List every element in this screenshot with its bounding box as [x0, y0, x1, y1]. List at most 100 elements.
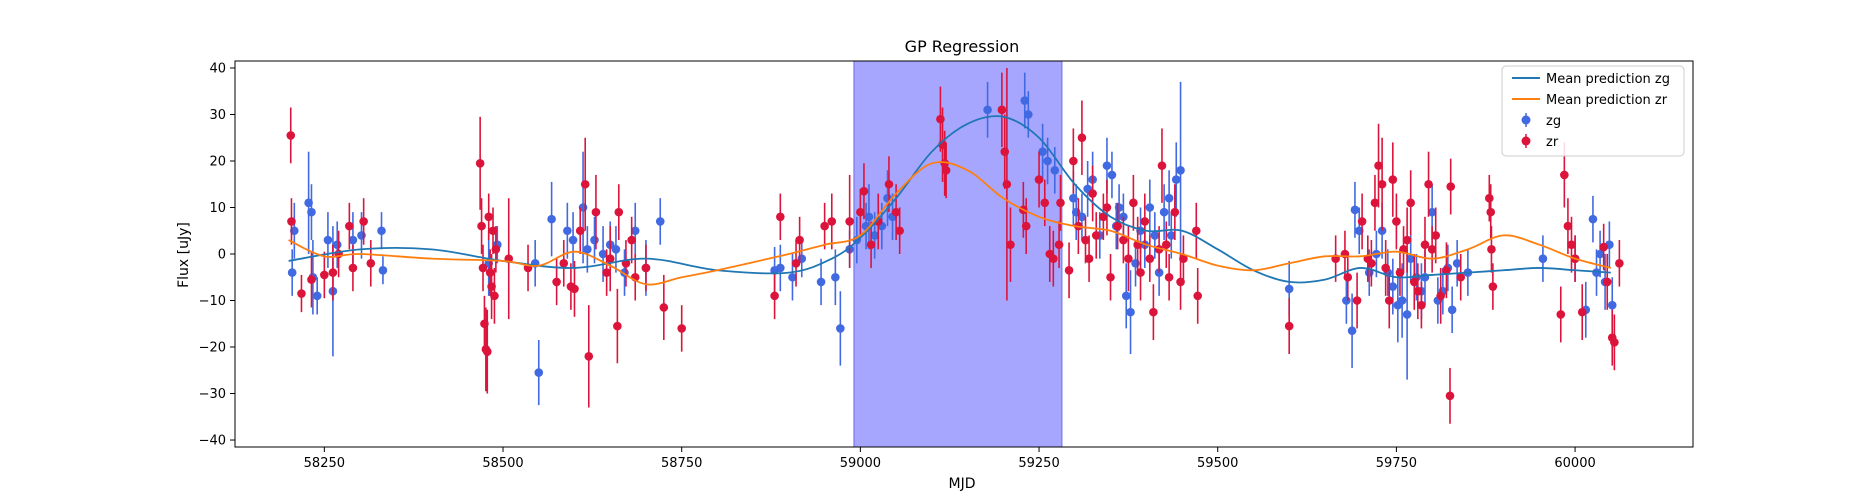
- data-marker: [1485, 193, 1494, 203]
- data-point: [1431, 207, 1441, 264]
- data-point: [1357, 193, 1367, 250]
- data-point: [659, 274, 669, 341]
- data-point: [490, 267, 499, 324]
- data-point: [836, 291, 845, 366]
- data-point: [1424, 151, 1433, 217]
- data-marker: [1374, 161, 1383, 170]
- data-point: [323, 212, 333, 268]
- data-point: [1064, 242, 1074, 299]
- data-point: [1084, 235, 1094, 282]
- data-point: [1020, 72, 1030, 129]
- data-marker: [1342, 296, 1351, 305]
- data-point: [776, 244, 785, 292]
- data-point: [1077, 100, 1087, 175]
- data-point: [1395, 249, 1405, 296]
- data-point: [1157, 128, 1167, 203]
- data-point: [1615, 240, 1624, 287]
- data-point: [1024, 91, 1033, 138]
- data-point: [655, 198, 665, 245]
- data-point: [491, 226, 501, 273]
- data-point: [827, 193, 837, 250]
- y-tick-label: −10: [199, 294, 226, 309]
- data-marker: [1024, 110, 1033, 119]
- data-marker: [1049, 254, 1058, 263]
- data-point: [1487, 226, 1496, 273]
- data-point: [1149, 284, 1158, 341]
- data-marker: [770, 291, 779, 301]
- data-marker: [1388, 175, 1398, 184]
- data-marker: [1020, 96, 1030, 105]
- data-marker: [1176, 165, 1185, 175]
- data-point: [613, 288, 622, 364]
- data-point: [864, 184, 874, 250]
- legend-label: zr: [1546, 135, 1559, 150]
- data-point: [831, 249, 840, 306]
- data-marker: [1392, 217, 1401, 226]
- data-marker: [320, 270, 329, 280]
- data-marker: [287, 217, 296, 226]
- data-marker: [936, 114, 945, 124]
- data-marker: [614, 207, 624, 217]
- data-marker: [1420, 272, 1430, 282]
- data-point: [1592, 249, 1601, 296]
- data-point: [1106, 254, 1115, 301]
- data-point: [1107, 151, 1117, 199]
- data-marker: [583, 245, 592, 254]
- data-marker: [1427, 207, 1437, 217]
- data-point: [1050, 147, 1060, 194]
- data-marker: [1102, 203, 1112, 212]
- data-marker: [1599, 242, 1608, 252]
- data-marker: [307, 207, 316, 217]
- data-point: [859, 163, 869, 220]
- data-point: [1161, 221, 1171, 268]
- line-mean-prediction-zg: [288, 115, 1611, 284]
- data-point: [584, 305, 594, 408]
- data-point: [1377, 137, 1387, 231]
- data-marker: [580, 179, 590, 189]
- data-point: [547, 181, 556, 257]
- data-point: [1370, 174, 1380, 231]
- data-point: [1140, 193, 1150, 250]
- data-marker: [1563, 221, 1573, 231]
- data-point: [1350, 181, 1360, 238]
- legend-entry-zr-points: zr: [1521, 134, 1559, 150]
- data-marker: [1006, 240, 1015, 249]
- data-point: [1164, 254, 1174, 301]
- data-marker: [1179, 254, 1188, 263]
- x-tick-label: 59750: [1376, 456, 1417, 471]
- data-marker: [1381, 263, 1390, 273]
- data-point: [1588, 195, 1598, 243]
- data-marker: [1077, 212, 1087, 222]
- data-marker: [1446, 182, 1456, 191]
- data-point: [627, 216, 636, 264]
- data-marker: [345, 221, 354, 231]
- legend-entry-zr-line: Mean prediction zr: [1512, 93, 1668, 108]
- data-point: [563, 202, 572, 259]
- y-tick-label: 0: [218, 248, 226, 263]
- data-marker: [788, 272, 797, 282]
- data-point: [1145, 235, 1155, 282]
- data-point: [1577, 284, 1587, 341]
- data-point: [1113, 202, 1122, 250]
- plot-area: [286, 61, 1624, 447]
- data-point: [1081, 216, 1090, 264]
- data-marker: [568, 235, 578, 245]
- data-marker: [1088, 189, 1097, 198]
- data-marker: [1159, 207, 1169, 217]
- data-marker: [563, 226, 572, 236]
- data-marker: [1377, 179, 1387, 189]
- data-marker: [570, 284, 579, 294]
- data-point: [1599, 223, 1608, 271]
- data-marker: [366, 259, 376, 268]
- data-marker: [312, 291, 322, 301]
- data-marker: [1164, 272, 1174, 282]
- data-point: [770, 272, 779, 320]
- data-marker: [791, 259, 801, 268]
- data-marker: [1107, 170, 1117, 180]
- data-point: [477, 198, 486, 254]
- data-marker: [332, 240, 342, 249]
- y-tick-label: 20: [209, 154, 226, 169]
- data-marker: [1347, 326, 1357, 336]
- data-marker: [1191, 226, 1201, 236]
- data-point: [307, 251, 316, 308]
